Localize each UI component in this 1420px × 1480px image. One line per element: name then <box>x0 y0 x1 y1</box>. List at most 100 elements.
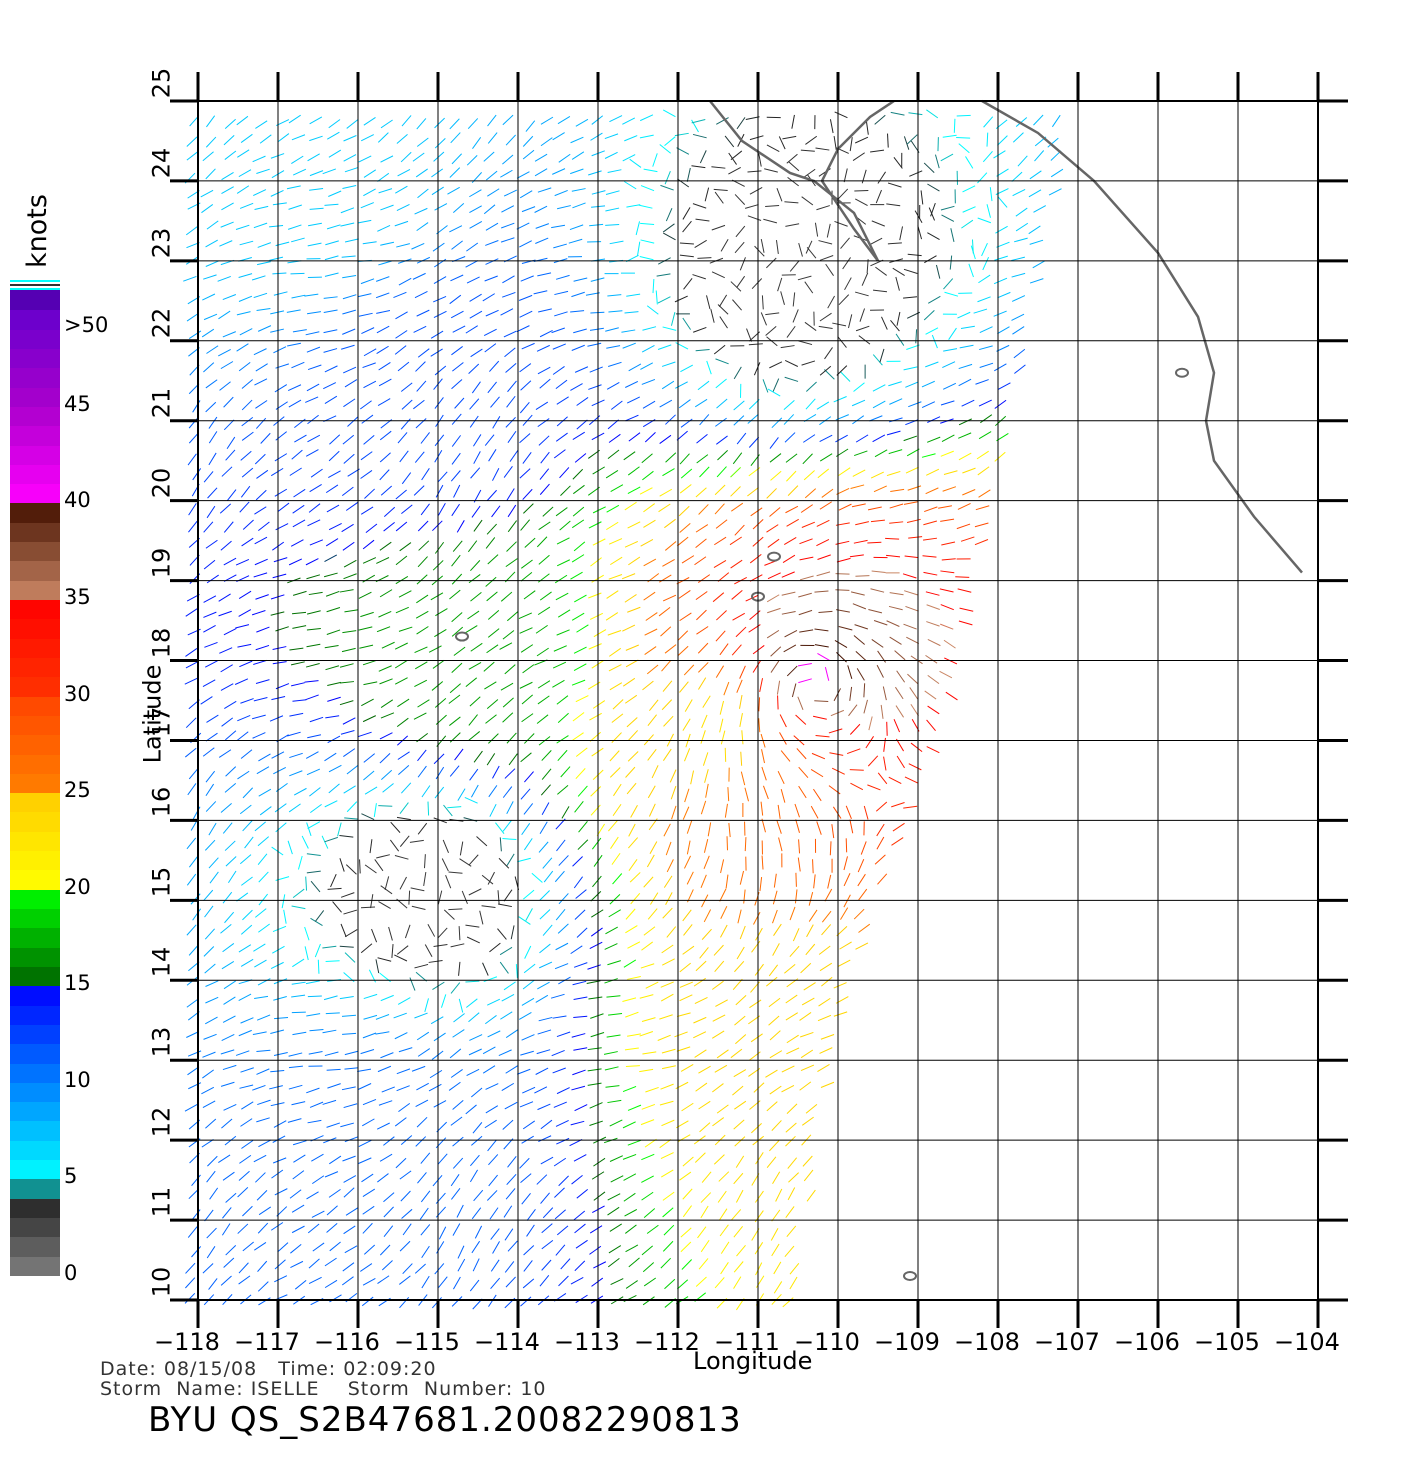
wind-vector <box>449 167 461 178</box>
wind-vector <box>577 839 589 850</box>
wind-vector <box>683 277 693 290</box>
wind-vector <box>645 981 659 989</box>
wind-vector <box>499 946 513 956</box>
wind-vector <box>875 189 882 204</box>
wind-vector <box>572 856 583 867</box>
wind-vector <box>552 679 565 688</box>
wind-vector <box>996 168 1009 177</box>
wind-vector <box>472 434 482 447</box>
wind-vector <box>306 311 321 315</box>
wind-vector <box>433 944 448 947</box>
wind-vector <box>292 329 307 333</box>
wind-vector <box>747 215 762 221</box>
wind-vector <box>535 223 550 229</box>
wind-vector <box>433 1100 447 1108</box>
wind-vector <box>415 361 426 372</box>
wind-vector <box>576 1189 589 1199</box>
wind-vector <box>825 263 834 276</box>
wind-vector <box>867 541 882 544</box>
wind-vector <box>735 1189 744 1203</box>
wind-vector <box>675 381 688 389</box>
wind-vector <box>715 378 727 389</box>
wind-vector <box>993 310 1007 317</box>
wind-vector <box>659 1139 672 1149</box>
wind-vector <box>440 994 447 1008</box>
wind-vector <box>380 712 395 719</box>
wind-vector <box>552 1067 566 1074</box>
wind-vector <box>397 169 411 177</box>
wind-vector <box>801 997 815 1006</box>
wind-vector <box>414 963 429 969</box>
wind-vector <box>237 643 252 648</box>
wind-vector <box>909 170 923 177</box>
wind-vector <box>994 363 1007 372</box>
wind-vector <box>831 824 835 839</box>
wind-vector <box>699 1122 711 1133</box>
wind-vector <box>734 1015 746 1026</box>
colorbar-strip <box>10 1139 60 1161</box>
wind-vector <box>340 1122 354 1128</box>
wind-vector <box>486 753 496 766</box>
colorbar-strip <box>10 1043 60 1064</box>
wind-vector <box>870 149 885 153</box>
wind-vector <box>363 380 377 389</box>
wind-vector <box>696 433 708 444</box>
wind-vector <box>801 360 816 366</box>
wind-vector <box>358 626 373 631</box>
wind-vector <box>521 1034 535 1041</box>
wind-vector <box>237 770 250 780</box>
wind-vector <box>191 1246 202 1258</box>
wind-vector <box>358 591 372 599</box>
wind-vector <box>257 242 272 248</box>
wind-vector <box>515 964 518 979</box>
wind-vector <box>769 453 782 463</box>
wind-vector <box>540 116 554 125</box>
wind-vector <box>506 611 519 622</box>
wind-vector <box>1012 188 1026 197</box>
wind-vector <box>575 768 586 780</box>
wind-vector <box>504 347 516 358</box>
wind-vector <box>886 470 901 477</box>
wind-vector <box>501 1082 515 1091</box>
wind-vector <box>469 293 482 302</box>
wind-vector <box>691 165 706 169</box>
wind-vector <box>416 222 429 232</box>
wind-vector <box>379 541 392 551</box>
wind-vector <box>716 117 729 125</box>
wind-vector <box>343 1225 356 1235</box>
wind-vector <box>869 237 883 246</box>
wind-vector <box>935 264 941 279</box>
wind-vector <box>307 821 321 829</box>
wind-vector <box>940 518 955 522</box>
wind-vector <box>798 785 807 799</box>
wind-vector <box>855 325 870 332</box>
wind-vector <box>380 119 393 129</box>
wind-vector <box>257 1260 268 1272</box>
wind-vector <box>411 905 426 910</box>
wind-vector <box>376 345 389 354</box>
colorbar-strip <box>10 714 60 736</box>
wind-vector <box>504 664 516 675</box>
wind-vector <box>379 589 393 598</box>
wind-vector <box>665 207 673 222</box>
wind-vector <box>257 325 272 332</box>
colorbar-strip <box>10 328 60 349</box>
wind-vector <box>490 1259 500 1272</box>
wind-vector <box>458 961 461 976</box>
wind-vector <box>255 400 268 409</box>
wind-vector <box>553 645 567 652</box>
wind-vector <box>664 136 676 146</box>
wind-vector <box>570 1277 584 1285</box>
wind-vector <box>414 679 428 688</box>
wind-vector <box>275 822 287 833</box>
wind-vector <box>238 1275 251 1285</box>
wind-vector <box>520 752 532 763</box>
wind-vector <box>540 1192 550 1204</box>
wind-vector <box>824 666 830 681</box>
wind-vector <box>638 204 653 209</box>
wind-vector <box>754 1190 764 1203</box>
wind-vector <box>1011 256 1025 262</box>
wind-vector <box>909 687 919 700</box>
wind-vector <box>1048 188 1062 196</box>
wind-vector <box>218 593 231 602</box>
